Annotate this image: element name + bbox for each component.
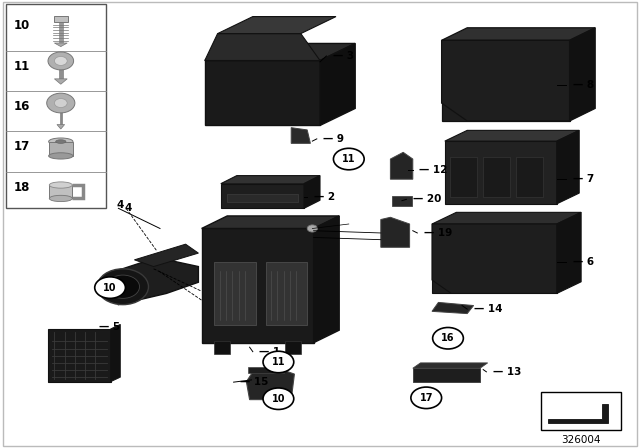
Bar bbox=[285, 341, 301, 354]
Bar bbox=[450, 157, 477, 197]
Polygon shape bbox=[205, 34, 320, 60]
Bar bbox=[248, 367, 284, 373]
Polygon shape bbox=[111, 324, 120, 382]
Text: 11: 11 bbox=[14, 60, 30, 73]
Polygon shape bbox=[205, 43, 355, 60]
Text: 18: 18 bbox=[14, 181, 31, 194]
Bar bbox=[392, 196, 412, 206]
Text: 4: 4 bbox=[125, 203, 132, 213]
Bar bbox=[266, 262, 307, 325]
Polygon shape bbox=[54, 43, 67, 47]
Circle shape bbox=[95, 277, 125, 298]
Polygon shape bbox=[432, 224, 557, 293]
Polygon shape bbox=[432, 302, 474, 314]
Polygon shape bbox=[221, 176, 320, 184]
Polygon shape bbox=[381, 217, 410, 247]
Bar bbox=[54, 16, 68, 22]
Text: — 19: — 19 bbox=[424, 228, 452, 238]
Polygon shape bbox=[442, 28, 595, 40]
Bar bbox=[6, 4, 106, 208]
Polygon shape bbox=[320, 43, 355, 125]
Circle shape bbox=[263, 388, 294, 409]
Polygon shape bbox=[445, 130, 579, 141]
Text: 4: 4 bbox=[116, 200, 124, 210]
Polygon shape bbox=[304, 176, 320, 208]
Text: — 1: — 1 bbox=[259, 347, 280, 357]
Polygon shape bbox=[442, 40, 570, 121]
Text: 11: 11 bbox=[342, 154, 356, 164]
Text: 326004: 326004 bbox=[561, 435, 601, 444]
Text: — 14: — 14 bbox=[474, 304, 502, 314]
Text: 16: 16 bbox=[14, 100, 31, 113]
Polygon shape bbox=[109, 258, 198, 305]
Polygon shape bbox=[134, 244, 198, 267]
Ellipse shape bbox=[49, 153, 73, 159]
Circle shape bbox=[411, 387, 442, 409]
Circle shape bbox=[47, 93, 75, 113]
Polygon shape bbox=[570, 28, 595, 121]
Text: — 15: — 15 bbox=[240, 377, 268, 387]
Ellipse shape bbox=[56, 140, 66, 143]
Circle shape bbox=[433, 327, 463, 349]
Polygon shape bbox=[202, 216, 339, 228]
Text: — 7: — 7 bbox=[573, 174, 594, 184]
Text: 10: 10 bbox=[14, 19, 30, 33]
Circle shape bbox=[54, 56, 67, 65]
Polygon shape bbox=[413, 363, 488, 368]
Circle shape bbox=[97, 269, 148, 305]
Polygon shape bbox=[432, 224, 557, 293]
Text: — 3: — 3 bbox=[333, 51, 354, 61]
Polygon shape bbox=[54, 79, 67, 84]
Polygon shape bbox=[413, 368, 480, 382]
Bar bbox=[49, 142, 73, 156]
Text: — 20: — 20 bbox=[413, 194, 441, 204]
Ellipse shape bbox=[49, 182, 72, 188]
Circle shape bbox=[54, 99, 67, 108]
Bar bbox=[541, 392, 621, 430]
Text: 10: 10 bbox=[103, 283, 117, 293]
Text: 11: 11 bbox=[271, 357, 285, 367]
Text: 17: 17 bbox=[14, 140, 30, 154]
Circle shape bbox=[106, 275, 140, 298]
Polygon shape bbox=[548, 404, 608, 423]
Text: 10: 10 bbox=[271, 394, 285, 404]
Bar bbox=[227, 194, 298, 202]
Polygon shape bbox=[57, 125, 65, 129]
Text: — 2: — 2 bbox=[314, 192, 335, 202]
Text: 17: 17 bbox=[419, 393, 433, 403]
Circle shape bbox=[333, 148, 364, 170]
Polygon shape bbox=[314, 216, 339, 343]
Ellipse shape bbox=[49, 195, 72, 202]
Polygon shape bbox=[218, 17, 336, 34]
Circle shape bbox=[48, 52, 74, 70]
Polygon shape bbox=[432, 212, 581, 224]
Ellipse shape bbox=[49, 138, 73, 145]
Circle shape bbox=[263, 351, 294, 373]
Polygon shape bbox=[390, 152, 413, 179]
Text: — 12: — 12 bbox=[419, 165, 447, 175]
Text: 16: 16 bbox=[441, 333, 455, 343]
Text: — 5: — 5 bbox=[99, 322, 120, 332]
Bar bbox=[214, 262, 256, 325]
Text: — 8: — 8 bbox=[573, 80, 594, 90]
Bar bbox=[48, 329, 111, 382]
Polygon shape bbox=[557, 130, 579, 204]
Polygon shape bbox=[442, 40, 570, 121]
Bar bbox=[214, 341, 230, 354]
Text: — 9: — 9 bbox=[323, 134, 344, 144]
Text: — 6: — 6 bbox=[573, 257, 594, 267]
Bar bbox=[483, 157, 510, 197]
Polygon shape bbox=[557, 212, 581, 293]
Bar bbox=[49, 185, 72, 198]
Text: — 13: — 13 bbox=[493, 367, 521, 377]
Polygon shape bbox=[246, 370, 294, 400]
Polygon shape bbox=[291, 128, 310, 143]
Polygon shape bbox=[205, 60, 320, 125]
Bar bbox=[516, 157, 543, 197]
Circle shape bbox=[307, 225, 317, 232]
Polygon shape bbox=[445, 141, 557, 204]
Polygon shape bbox=[221, 184, 304, 208]
Polygon shape bbox=[202, 228, 314, 343]
